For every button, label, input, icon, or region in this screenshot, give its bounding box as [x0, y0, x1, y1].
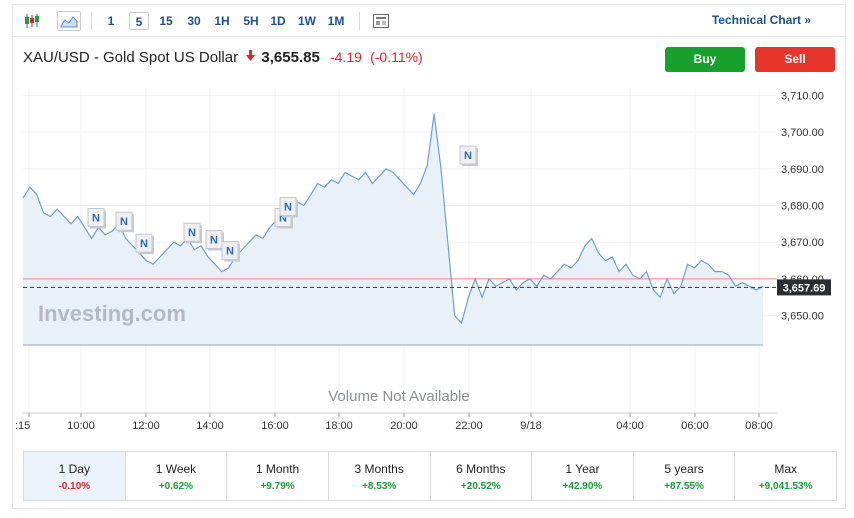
x-axis: :15 10:00 12:00 14:00 16:00 18:00 20:00 22:00 9/…: [15, 412, 777, 432]
period-change: +8.53%: [362, 481, 397, 492]
price-line: [22, 113, 764, 325]
chart-widget: 1 5 15 30 1H 5H 1D 1W 1M Technical Chart…: [12, 4, 846, 509]
x-tick-label: 22:00: [455, 420, 483, 432]
svg-text:N: N: [464, 150, 472, 162]
instrument-title: XAU/USD - Gold Spot US Dollar 3,655.85 -…: [23, 48, 423, 66]
timeframe-1w[interactable]: 1W: [298, 14, 316, 28]
toolbar-divider: [359, 12, 360, 30]
y-tick-label: 3,690.00: [781, 164, 824, 176]
instrument-header: XAU/USD - Gold Spot US Dollar 3,655.85 -…: [13, 37, 845, 77]
chart-toolbar: 1 5 15 30 1H 5H 1D 1W 1M Technical Chart…: [13, 5, 845, 37]
svg-text:N: N: [210, 235, 218, 247]
candlestick-icon[interactable]: [21, 11, 43, 31]
news-icon[interactable]: [370, 11, 392, 31]
buy-button[interactable]: Buy: [665, 47, 745, 72]
period-tab[interactable]: 3 Months +8.53%: [329, 452, 431, 500]
technical-chart-link[interactable]: Technical Chart »: [711, 13, 811, 27]
instrument-name: XAU/USD - Gold Spot US Dollar: [23, 49, 239, 66]
period-change: +9.79%: [260, 481, 295, 492]
period-label: 5 years: [664, 462, 704, 476]
period-tab[interactable]: 1 Week +0.62%: [126, 452, 228, 500]
period-label: 3 Months: [354, 462, 404, 476]
news-marker[interactable]: N: [135, 233, 154, 255]
svg-text:N: N: [188, 227, 196, 239]
news-marker[interactable]: N: [183, 222, 202, 244]
toolbar-divider: [91, 12, 92, 30]
investing-watermark: Investing.com: [38, 301, 186, 326]
price-change: -4.19: [329, 49, 362, 65]
timeframe-1m[interactable]: 1M: [327, 14, 345, 28]
period-label: 1 Day: [58, 462, 90, 476]
period-tab[interactable]: 6 Months +20.52%: [431, 452, 533, 500]
svg-text:N: N: [92, 213, 100, 225]
period-change: +0.62%: [158, 481, 194, 492]
period-change: -0.10%: [58, 481, 91, 492]
svg-text:N: N: [120, 216, 128, 228]
period-change: +87.55%: [664, 481, 704, 492]
x-tick-label: 16:00: [261, 420, 289, 432]
period-label: 1 Year: [565, 462, 600, 476]
period-label: 1 Week: [155, 462, 197, 476]
timeframe-1[interactable]: 1: [107, 14, 115, 28]
news-marker[interactable]: N: [115, 211, 134, 233]
timeframe-30[interactable]: 30: [187, 14, 201, 28]
y-tick-label: 3,650.00: [781, 311, 824, 323]
period-change: +20.52%: [460, 481, 501, 492]
current-price-label: 3,657.69: [783, 282, 826, 294]
svg-text:N: N: [140, 238, 148, 250]
period-tab[interactable]: 1 Day -0.10%: [24, 452, 126, 500]
timeframe-1d[interactable]: 1D: [270, 14, 286, 28]
y-tick-label: 3,670.00: [781, 237, 824, 249]
timeframe-5[interactable]: 5: [129, 12, 149, 30]
period-label: 1 Month: [255, 462, 300, 476]
period-change: +42.90%: [562, 481, 603, 492]
x-tick-label: 04:00: [616, 420, 644, 432]
x-tick-label: 12:00: [132, 420, 160, 432]
timeframe-1h[interactable]: 1H: [214, 14, 230, 28]
x-tick-label: 20:00: [390, 420, 418, 432]
news-marker[interactable]: N: [459, 145, 478, 167]
news-marker[interactable]: N: [87, 208, 106, 229]
x-tick-label: 14:00: [196, 420, 224, 432]
y-tick-label: 3,710.00: [781, 90, 824, 102]
svg-text:N: N: [284, 201, 292, 213]
sell-button[interactable]: Sell: [755, 47, 835, 72]
period-tab[interactable]: 1 Year +42.90%: [532, 452, 634, 500]
timeframe-5h[interactable]: 5H: [243, 14, 259, 28]
x-tick-label: 9/18: [520, 420, 541, 432]
period-tab[interactable]: 5 years +87.55%: [634, 452, 736, 500]
y-axis: 3,710.00 3,700.00 3,690.00 3,680.00 3,670.00…: [781, 90, 824, 322]
svg-text:N: N: [226, 246, 234, 258]
timeframe-15[interactable]: 15: [159, 14, 173, 28]
period-label: 6 Months: [456, 462, 506, 476]
x-tick-label: :15: [15, 420, 30, 432]
y-tick-label: 3,680.00: [781, 200, 824, 212]
period-change: +9,041.53%: [758, 481, 813, 492]
news-marker[interactable]: N: [205, 230, 224, 251]
y-tick-label: 3,700.00: [781, 127, 824, 139]
down-arrow-icon: [246, 48, 256, 65]
area-chart-icon[interactable]: [57, 11, 81, 31]
period-label: Max: [774, 462, 798, 476]
period-tab[interactable]: 1 Month +9.79%: [227, 452, 329, 500]
last-price: 3,655.85: [261, 49, 320, 66]
performance-periods: 1 Day -0.10% 1 Week +0.62% 1 Month +9.79% 3 Mo…: [23, 451, 837, 501]
volume-not-available: Volume Not Available: [328, 388, 469, 405]
x-tick-label: 06:00: [681, 420, 709, 432]
current-price-tag: 3,657.69: [777, 279, 831, 296]
x-tick-label: 10:00: [67, 420, 95, 432]
news-marker[interactable]: N: [279, 196, 298, 218]
svg-text:N: N: [279, 213, 287, 225]
price-change-percent: (-0.11%): [370, 49, 423, 65]
x-tick-label: 08:00: [745, 420, 773, 432]
period-tab[interactable]: Max +9,041.53%: [735, 452, 836, 500]
news-marker[interactable]: N: [221, 241, 240, 262]
x-tick-label: 18:00: [325, 420, 353, 432]
